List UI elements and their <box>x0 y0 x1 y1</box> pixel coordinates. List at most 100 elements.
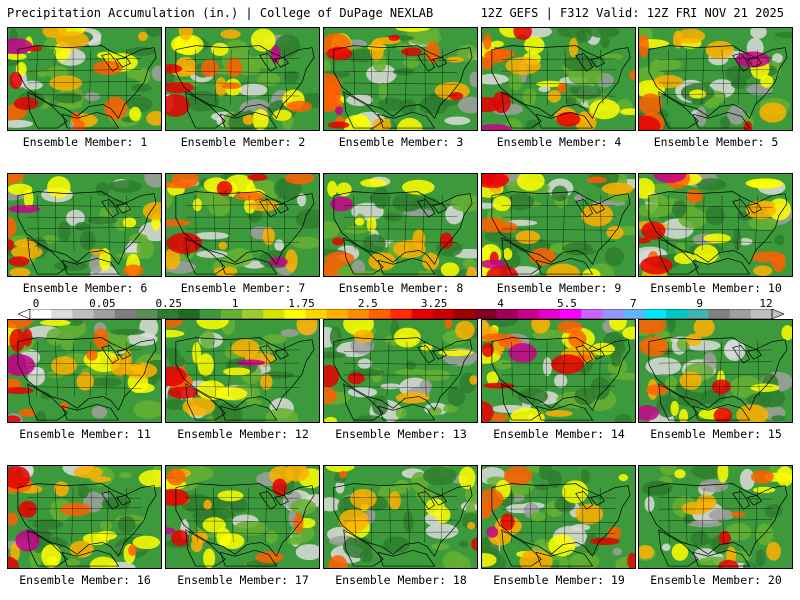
precip-blotch <box>133 400 161 419</box>
colorbar-swatch <box>199 309 222 319</box>
precip-blotch <box>231 339 260 357</box>
great-lakes-outline <box>575 199 605 218</box>
precip-blotch <box>590 342 615 356</box>
precip-blotch <box>93 328 109 350</box>
precip-blotch <box>699 479 729 493</box>
precip-blotch <box>250 65 261 75</box>
precip-blotch <box>422 252 440 270</box>
precip-blotch <box>255 551 284 564</box>
precip-blotch <box>645 357 682 376</box>
precip-blotch <box>750 200 776 209</box>
member-map-panel <box>481 319 636 423</box>
precip-blotch <box>166 248 181 270</box>
precip-blotch <box>324 351 347 359</box>
precip-blotch <box>703 233 731 244</box>
precip-blotch <box>509 407 545 422</box>
precip-blotch <box>482 124 512 130</box>
precip-blotch <box>646 384 669 396</box>
colorbar-swatch <box>114 309 137 319</box>
precip-blotch <box>236 359 266 366</box>
precip-blotch <box>122 216 137 228</box>
colorbar-swatch <box>411 309 434 319</box>
member-map-panel <box>638 27 793 131</box>
precip-blotch <box>491 40 504 48</box>
precip-blotch <box>262 227 275 246</box>
precip-blotch <box>108 180 143 193</box>
gulf-coast-outline <box>219 111 278 129</box>
precip-blotch <box>8 378 22 390</box>
us-outline <box>333 483 473 557</box>
precip-map <box>482 320 635 422</box>
precip-blotch <box>392 193 423 212</box>
precip-blotch <box>423 270 435 276</box>
state-border <box>213 341 216 397</box>
gulf-coast-outline <box>535 549 594 567</box>
colorbar-swatch <box>326 309 349 319</box>
state-border <box>545 341 548 397</box>
precip-blotch <box>420 343 433 351</box>
state-border <box>737 195 740 251</box>
state-border <box>737 49 740 105</box>
us-outline <box>648 483 788 557</box>
precip-blotch <box>194 231 229 240</box>
state-border <box>658 497 773 500</box>
us-outline <box>491 191 631 265</box>
state-border <box>667 195 669 251</box>
precip-blotch <box>388 491 401 510</box>
precip-blotch <box>482 33 492 50</box>
member-map-panel <box>165 319 320 423</box>
precip-blotch <box>126 332 158 346</box>
precip-blotch <box>144 174 161 188</box>
colorbar-swatch <box>93 309 116 319</box>
precip-blotch <box>717 466 729 483</box>
precip-blotch <box>742 562 757 568</box>
us-outline <box>17 45 157 119</box>
member-label: Ensemble Member: 3 <box>338 135 464 149</box>
colorbar-swatch <box>348 309 370 319</box>
precip-blotch <box>274 239 285 252</box>
precip-blotch <box>46 328 64 346</box>
state-border <box>564 487 566 543</box>
precip-blotch <box>764 504 783 518</box>
precip-blotch <box>415 489 436 502</box>
colorbar-tick-label: 12 <box>759 297 773 310</box>
gulf-coast-outline <box>377 257 436 275</box>
precip-blotch <box>8 387 34 394</box>
precip-blotch <box>151 65 161 82</box>
precip-blotch <box>776 466 792 487</box>
precip-blotch <box>466 266 477 276</box>
colorbar-swatch <box>708 309 731 319</box>
precip-blotch <box>576 30 585 43</box>
precip-blotch <box>646 481 671 495</box>
member-label: Ensemble Member: 9 <box>496 281 622 295</box>
precip-blotch <box>250 28 276 52</box>
state-border <box>501 520 616 523</box>
state-border <box>721 195 723 251</box>
precip-blotch <box>469 71 477 88</box>
precip-blotch <box>109 328 146 336</box>
precip-blotch <box>286 537 304 545</box>
state-border <box>353 195 356 251</box>
state-border <box>343 496 458 498</box>
mexico-outline <box>27 529 68 567</box>
precip-blotch <box>442 551 465 568</box>
precip-blotch <box>79 230 96 250</box>
precip-blotch <box>774 31 792 38</box>
state-border <box>213 195 217 251</box>
precip-blotch <box>252 109 269 130</box>
precip-blotch <box>18 500 37 518</box>
great-lakes-outline <box>417 345 447 364</box>
precip-blotch <box>640 256 673 275</box>
precip-blotch <box>82 532 110 546</box>
precip-blotch <box>166 94 190 117</box>
precip-blotch <box>554 374 568 388</box>
precip-blotch <box>8 53 27 61</box>
precip-blotch <box>166 468 186 486</box>
colorbar-border <box>29 309 773 319</box>
precip-blotch <box>557 82 567 93</box>
state-border <box>562 195 566 251</box>
member-map-panel <box>323 465 478 569</box>
colorbar-swatch <box>729 309 752 319</box>
precip-blotch <box>676 28 706 44</box>
precip-blotch <box>295 544 319 561</box>
